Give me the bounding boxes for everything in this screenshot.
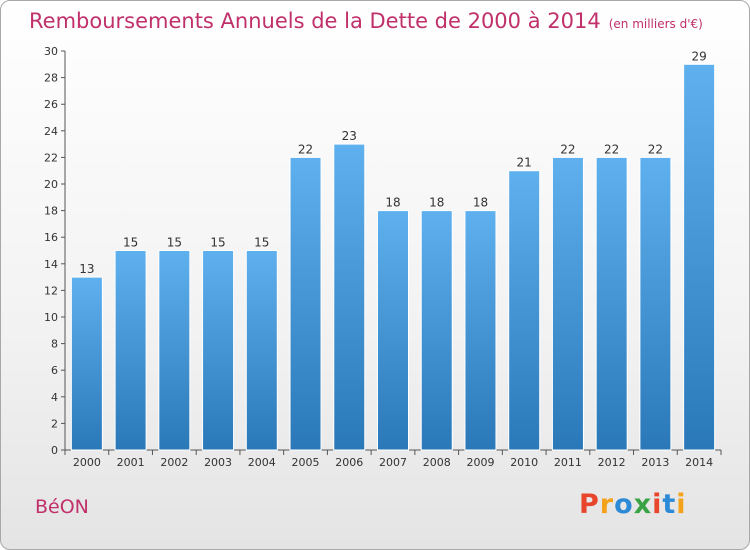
bar	[595, 156, 628, 451]
value-labels: 13 15 15 15 15 22 23 18 18 18 21 22 22 22 29	[79, 49, 707, 276]
logo-letter: P	[579, 489, 600, 520]
bar	[377, 210, 409, 451]
x-tick-label: 2014	[685, 456, 713, 469]
y-tick-label: 4	[51, 391, 58, 404]
bar	[202, 250, 235, 451]
chart-title-text: Remboursements Annuels de la Dette de 20…	[29, 9, 601, 33]
x-axis: 2000 2001 2002 2003 2004 2005 2006 2007 2008 2009…	[64, 449, 722, 469]
bar	[551, 156, 584, 451]
x-tick-label: 2000	[73, 456, 101, 469]
y-tick-label: 18	[44, 205, 58, 218]
bar	[333, 143, 366, 451]
bar	[70, 276, 103, 451]
y-tick-label: 26	[44, 98, 58, 111]
y-tick-label: 8	[51, 338, 58, 351]
logo-letter: t	[662, 489, 677, 520]
x-tick-label: 2011	[554, 456, 582, 469]
bar	[289, 156, 322, 451]
bar-value-label: 15	[210, 236, 225, 250]
proxiti-logo[interactable]: Proxiti	[579, 489, 687, 520]
y-tick-label: 28	[44, 72, 58, 85]
y-tick-label: 20	[44, 178, 58, 191]
x-tick-label: 2004	[248, 456, 276, 469]
bar-value-label: 15	[167, 236, 182, 250]
bar-value-label: 21	[517, 156, 532, 170]
bar-value-label: 22	[560, 142, 575, 156]
x-tick-label: 2002	[160, 456, 188, 469]
bar-value-label: 23	[342, 129, 357, 143]
y-tick-label: 24	[44, 125, 58, 138]
logo-letter: o	[614, 489, 634, 520]
bar	[114, 250, 147, 451]
x-tick-label: 2008	[423, 456, 451, 469]
y-tick-label: 14	[44, 258, 58, 271]
bar-value-label: 18	[429, 196, 444, 210]
x-tick-label: 2001	[117, 456, 145, 469]
bar	[639, 156, 672, 451]
bar-value-label: 18	[385, 196, 400, 210]
logo-letter: x	[633, 489, 653, 520]
bar-value-label: 15	[123, 236, 138, 250]
bar-value-label: 15	[254, 236, 269, 250]
y-tick-label: 2	[51, 417, 58, 430]
y-tick-label: 6	[51, 364, 58, 377]
bar	[420, 210, 453, 451]
x-tick-label: 2012	[598, 456, 626, 469]
logo-letter: r	[599, 489, 615, 520]
x-tick-label: 2007	[379, 456, 407, 469]
bar-value-label: 22	[648, 142, 663, 156]
y-tick-label: 30	[44, 45, 58, 58]
bar-value-label: 22	[298, 142, 313, 156]
y-tick-label: 16	[44, 231, 58, 244]
x-tick-label: 2003	[204, 456, 232, 469]
bar-value-label: 18	[473, 196, 488, 210]
bar-value-label: 13	[79, 262, 94, 276]
commune-name: BéON	[35, 496, 89, 518]
bar-value-label: 22	[604, 142, 619, 156]
bar	[464, 210, 497, 451]
x-tick-label: 2005	[292, 456, 320, 469]
bar	[158, 250, 191, 451]
y-tick-label: 12	[44, 284, 58, 297]
x-tick-label: 2006	[335, 456, 363, 469]
chart-title: Remboursements Annuels de la Dette de 20…	[29, 9, 703, 33]
bar	[683, 63, 716, 451]
logo-letter: i	[652, 489, 663, 520]
x-tick-label: 2010	[510, 456, 538, 469]
bar	[508, 170, 541, 451]
x-tick-label: 2009	[466, 456, 494, 469]
logo-letter: i	[676, 489, 687, 520]
y-tick-label: 22	[44, 151, 58, 164]
y-tick-label: 0	[51, 444, 58, 457]
bar-value-label: 29	[691, 49, 706, 63]
x-tick-label: 2013	[641, 456, 669, 469]
bar	[245, 250, 278, 451]
y-tick-label: 10	[44, 311, 58, 324]
chart-unit: (en milliers d'€)	[608, 17, 703, 31]
bars	[70, 63, 716, 451]
